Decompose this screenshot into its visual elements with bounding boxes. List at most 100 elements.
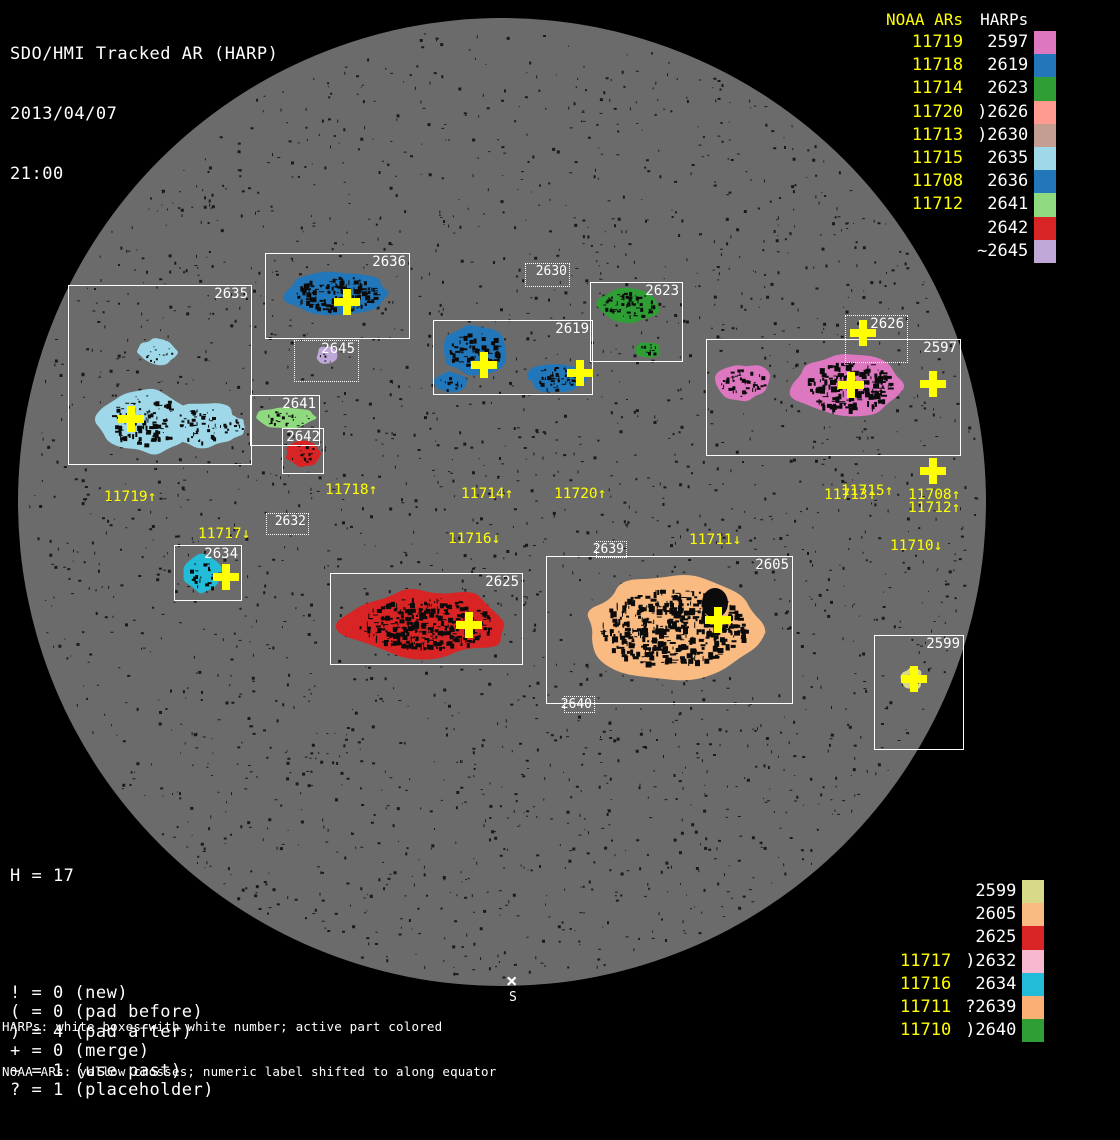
harp-id-label: 2619 xyxy=(555,321,589,337)
harp-box[interactable]: 2619 xyxy=(433,320,593,395)
south-pole-cross-icon: × xyxy=(506,970,518,992)
caption-harps: HARPs: white boxes with white number; ac… xyxy=(2,1019,443,1034)
legend-top-noaa-column: NOAA ARs 11719 11718 11714 11720 11713 11715 1… xyxy=(886,8,963,217)
noaa-ar-label: 11715↑ xyxy=(841,483,894,499)
noaa-ar-label: 11719↑ xyxy=(104,489,157,505)
legend-color-swatch xyxy=(1022,1019,1045,1043)
legend-color-swatch xyxy=(1034,146,1057,171)
noaa-ar-label: 11710↓ xyxy=(890,538,943,554)
legend-noaa-entry: 11718 xyxy=(911,55,964,76)
noaa-ar-label: 11720↑ xyxy=(554,486,607,502)
statistics-line: ! = 0 (new) xyxy=(10,982,129,1003)
harp-box[interactable]: 2641 xyxy=(250,395,320,446)
legend-noaa-entry: 11711 xyxy=(900,997,952,1017)
legend-color-swatch xyxy=(1022,903,1045,927)
harp-id-label: 2636 xyxy=(372,254,406,270)
noaa-ar-label: 11708↑ xyxy=(908,487,961,503)
legend-top-harp-column: HARPs 2597 2619 2623)2626)2630 2635 2636 2641… xyxy=(977,8,1028,263)
harp-id-label: 2640 xyxy=(560,697,592,712)
harp-id-label: 2625 xyxy=(485,574,519,590)
harp-id-label: 2623 xyxy=(645,283,679,299)
legend-bottom-harp-list: 2599 2605 2625)2632 2634 ?2639)2640 xyxy=(965,880,1016,1042)
legend-color-swatch xyxy=(1034,239,1057,263)
legend-harp-entry: 2634 xyxy=(975,973,1017,994)
harp-box[interactable]: 2630 xyxy=(525,263,570,287)
legend-harp-entry: 2619 xyxy=(987,55,1029,76)
harp-box[interactable]: 2623 xyxy=(590,282,683,362)
harp-box[interactable]: 2625 xyxy=(330,573,523,665)
harp-box[interactable]: 2605 xyxy=(546,556,793,704)
harp-box[interactable]: 2632 xyxy=(266,513,309,535)
harp-box[interactable]: 2634 xyxy=(174,545,242,601)
legend-top: NOAA ARs 11719 11718 11714 11720 11713 11715 1… xyxy=(886,8,1057,263)
legend-harp-entry: 2642 xyxy=(987,217,1029,238)
legend-color-swatch xyxy=(1022,880,1045,904)
legend-top-harp-list: 2597 2619 2623)2626)2630 2635 2636 2641 2642 ~2… xyxy=(977,31,1028,263)
legend-color-swatch xyxy=(1022,972,1045,996)
harp-id-label: 2632 xyxy=(274,514,306,529)
legend-harp-entry: )2632 xyxy=(965,950,1017,971)
harp-id-label: 2635 xyxy=(214,286,248,302)
legend-top-swatches xyxy=(1034,31,1057,263)
legend-noaa-entry: 11712 xyxy=(911,194,964,215)
caption-noaa: NOAA ARs: yellow crosses; numeric label … xyxy=(2,1064,497,1079)
legend-noaa-entry: 11708 xyxy=(911,171,964,192)
statistics-line: ( = 0 (pad before) xyxy=(10,1002,204,1022)
legend-harp-entry: 2636 xyxy=(987,171,1029,192)
noaa-ar-label: 11712↑ xyxy=(908,500,961,516)
harp-box[interactable]: 2599 xyxy=(874,635,964,750)
noaa-ar-label: 11718↑ xyxy=(325,482,378,498)
observation-time: 21:00 xyxy=(10,164,64,184)
harp-total: H = 17 xyxy=(10,866,75,886)
legend-noaa-header: NOAA ARs xyxy=(886,10,964,29)
harp-box[interactable]: 2642 xyxy=(282,428,324,474)
legend-color-swatch xyxy=(1022,949,1045,973)
legend-noaa-entry: 11713 xyxy=(911,124,964,145)
harp-id-label: 2599 xyxy=(926,636,960,652)
legend-noaa-entry: 11710 xyxy=(900,1020,952,1041)
harp-id-label: 2634 xyxy=(204,546,238,562)
legend-noaa-entry: 11714 xyxy=(911,78,964,99)
noaa-ar-label: 11714↑ xyxy=(461,486,514,502)
legend-harp-header: HARPs xyxy=(980,10,1029,29)
harp-id-label: 2626 xyxy=(870,316,904,332)
legend-color-swatch xyxy=(1034,193,1057,217)
legend-bottom: 11717 11716 11711 11710 2599 2605 2625)2632 26… xyxy=(900,880,1045,1043)
harp-id-label: 2630 xyxy=(535,264,567,279)
legend-harp-entry: 2635 xyxy=(987,148,1029,169)
south-pole-label: S xyxy=(509,990,517,1005)
solar-disk xyxy=(18,18,986,986)
legend-color-swatch xyxy=(1022,926,1045,950)
harp-box[interactable]: 2597 xyxy=(706,339,961,456)
legend-harp-entry: ~2645 xyxy=(977,240,1029,261)
observation-date: 2013/04/07 xyxy=(10,104,118,124)
noaa-ar-label: 11717↓ xyxy=(198,526,251,542)
legend-caption: HARPs: white boxes with white number; ac… xyxy=(2,989,496,1109)
legend-harp-entry: 2605 xyxy=(975,904,1017,925)
legend-color-swatch xyxy=(1034,31,1057,55)
harp-id-label: 2645 xyxy=(321,341,355,357)
harp-box[interactable]: 2636 xyxy=(265,253,410,339)
harp-box[interactable]: 2635 xyxy=(68,285,252,465)
harp-box[interactable]: 2645 xyxy=(294,340,359,382)
harp-id-label: 2642 xyxy=(286,429,320,445)
legend-harp-entry: )2630 xyxy=(977,124,1029,145)
legend-harp-entry: 2597 xyxy=(987,32,1029,52)
harp-id-label: 2605 xyxy=(755,557,789,573)
legend-bottom-swatches xyxy=(1022,880,1045,1043)
legend-noaa-entry: 11719 xyxy=(911,32,964,52)
harp-box[interactable]: 2640 xyxy=(560,696,595,713)
legend-noaa-entry: 11715 xyxy=(911,148,964,169)
title-block: SDO/HMI Tracked AR (HARP) 2013/04/07 21:… xyxy=(10,4,278,224)
harp-box[interactable]: 2639 xyxy=(593,541,627,558)
legend-harp-entry: 2623 xyxy=(987,78,1029,99)
legend-noaa-entry: 11717 xyxy=(900,950,952,971)
legend-color-swatch xyxy=(1022,995,1045,1020)
legend-color-swatch xyxy=(1034,170,1057,194)
legend-harp-entry: )2626 xyxy=(977,101,1029,122)
legend-color-swatch xyxy=(1034,54,1057,78)
harp-id-label: 2597 xyxy=(923,340,957,356)
noaa-ar-label: 11716↓ xyxy=(448,531,501,547)
legend-harp-entry: 2599 xyxy=(975,881,1017,901)
legend-color-swatch xyxy=(1034,216,1057,240)
